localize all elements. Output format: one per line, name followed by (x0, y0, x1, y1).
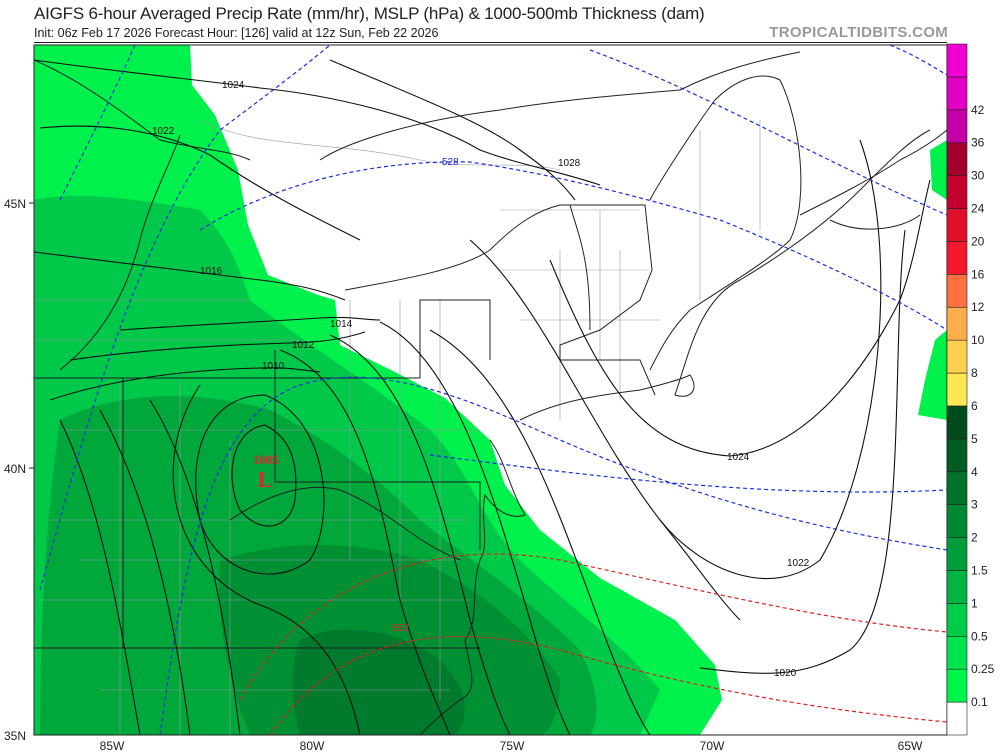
precip-area-heaviest (292, 629, 465, 735)
thickness-label: 552 (392, 623, 409, 634)
isobar-label: 1024 (727, 452, 750, 463)
colorbar-segment (946, 405, 968, 440)
thickness-contours (39, 45, 947, 735)
precip-colorbar: 0.1 0.25 0.5 1 1.5 2 3 4 5 6 8 10 12 16 20 24 30 36 42 (946, 43, 995, 736)
colorbar-segment (946, 372, 968, 407)
colorbar-segment (946, 570, 968, 604)
isobar-label: 1022 (787, 558, 810, 569)
colorbar-label: 8 (971, 366, 978, 380)
colorbar-segment (946, 603, 968, 637)
coastlines (319, 51, 947, 735)
isobar-label: 1024 (222, 80, 245, 91)
isobars (34, 59, 931, 735)
isobar-labels: 1024 1022 1016 1014 1012 1010 1028 1024 … (152, 80, 810, 679)
colorbar-segment (946, 504, 968, 538)
header-divider (34, 42, 947, 43)
colorbar-segment (946, 274, 968, 308)
longitude-axis: 85W 80W 75W 70W 65W (100, 739, 923, 753)
lat-label: 35N (4, 729, 26, 743)
colorbar-segment (946, 142, 968, 176)
low-pressure-value: 1005 (253, 452, 280, 467)
colorbar-segment (946, 537, 968, 571)
colorbar-segment (946, 471, 968, 505)
lon-label: 65W (898, 739, 923, 753)
lat-label: 45N (4, 197, 26, 211)
lon-label: 85W (100, 739, 125, 753)
colorbar-label: 6 (971, 399, 978, 413)
lon-label: 75W (500, 739, 525, 753)
lat-label: 40N (4, 462, 26, 476)
colorbar-label: 5 (971, 432, 978, 446)
colorbar-segment (946, 668, 968, 703)
colorbar-label: 16 (971, 267, 985, 281)
isobar-label: 1014 (330, 319, 353, 330)
isobar-label: 1016 (200, 266, 223, 277)
colorbar-label: 1 (971, 596, 978, 610)
colorbar-segment (946, 339, 968, 374)
colorbar-segment (946, 208, 968, 242)
colorbar-segment (946, 306, 968, 341)
colorbar-segment (946, 175, 968, 209)
precip-area-light-east (918, 140, 947, 420)
isobar-label: 1022 (152, 126, 175, 137)
low-pressure-symbol: L (258, 467, 273, 492)
colorbar-label: 20 (971, 234, 985, 248)
colorbar-label: 0.5 (971, 629, 988, 643)
colorbar-label: 2 (971, 531, 978, 545)
colorbar-label: 36 (971, 136, 985, 150)
colorbar-segment (946, 701, 968, 736)
map-subtitle: Init: 06z Feb 17 2026 Forecast Hour: [12… (34, 26, 439, 40)
colorbar-label: 24 (971, 202, 985, 216)
colorbar-label: 42 (971, 103, 985, 117)
isobar-label: 1028 (558, 158, 581, 169)
thickness-label: 528 (442, 157, 459, 168)
political-borders (34, 59, 802, 649)
colorbar-label: 0.1 (971, 695, 988, 709)
colorbar-segment (946, 635, 968, 670)
colorbar-segment (946, 109, 968, 144)
lon-label: 80W (300, 739, 325, 753)
county-borders (34, 119, 761, 735)
colorbar-segment (946, 438, 968, 473)
colorbar-label: 4 (971, 465, 978, 479)
colorbar-label: 30 (971, 169, 985, 183)
latitude-axis: 45N 40N 35N (4, 197, 34, 743)
map-title: AIGFS 6-hour Averaged Precip Rate (mm/hr… (34, 4, 705, 23)
isobar-label: 1010 (262, 361, 285, 372)
colorbar-segment (946, 76, 968, 111)
colorbar-label: 12 (971, 300, 985, 314)
colorbar-label: 3 (971, 498, 978, 512)
colorbar-segment (946, 43, 968, 78)
colorbar-segment (946, 241, 968, 275)
lon-label: 70W (700, 739, 725, 753)
colorbar-label: 1.5 (971, 563, 988, 577)
isobar-label: 1020 (774, 668, 797, 679)
brand-watermark[interactable]: TROPICALTIDBITS.COM (769, 24, 948, 41)
colorbar-label: 0.25 (971, 662, 995, 676)
colorbar-label: 10 (971, 333, 985, 347)
isobar-label: 1012 (292, 340, 315, 351)
